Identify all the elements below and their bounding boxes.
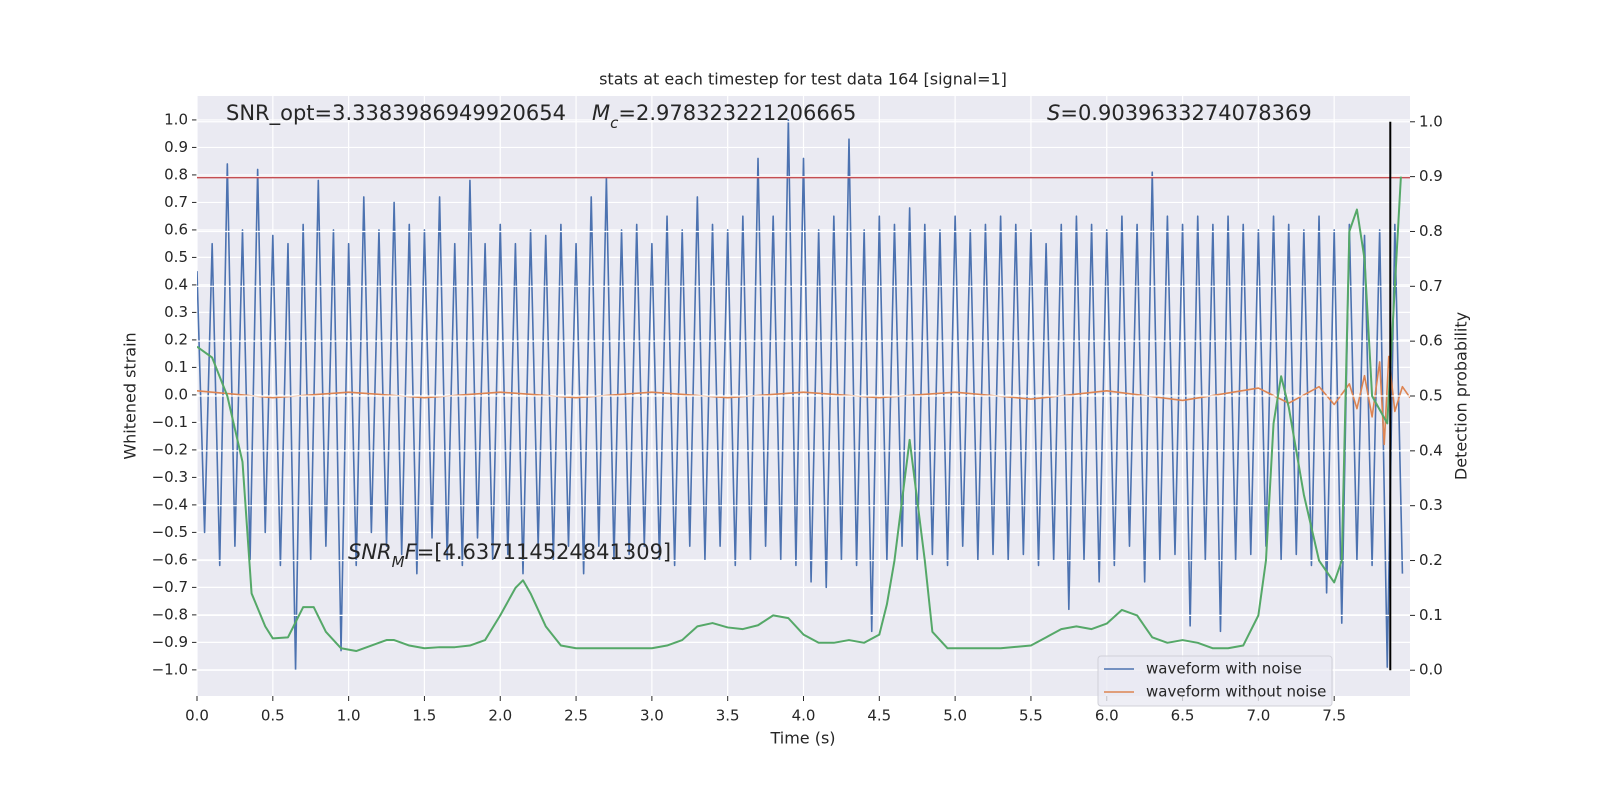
x-axis-label: Time (s) xyxy=(769,729,835,748)
annotation-part: M xyxy=(592,101,610,125)
y-tick-label: −1.0 xyxy=(152,660,188,678)
y2-tick-label: 0.6 xyxy=(1419,332,1443,350)
y2-tick-label: 0.9 xyxy=(1419,167,1443,185)
x-tick-label: 7.0 xyxy=(1246,707,1270,725)
y2-tick-label: 0.3 xyxy=(1419,496,1443,514)
y-tick-label: −0.7 xyxy=(152,578,188,596)
x-tick-label: 7.5 xyxy=(1322,707,1346,725)
y-tick-label: −0.8 xyxy=(152,605,188,623)
annotation-part: SNR_opt=3.3383986949920654 xyxy=(226,101,566,126)
y2-tick-label: 0.0 xyxy=(1419,661,1443,679)
x-tick-label: 4.5 xyxy=(867,707,891,725)
y-tick-label: 0.1 xyxy=(164,358,188,376)
annotation-part: M xyxy=(392,553,405,571)
x-tick-label: 0.0 xyxy=(185,707,209,725)
y-tick-label: 0.5 xyxy=(164,248,188,266)
y-tick-label: −0.3 xyxy=(152,468,188,486)
legend-label: waveform with noise xyxy=(1146,660,1302,678)
annotation: SNR_opt=3.3383986949920654 xyxy=(226,101,566,126)
y2-axis-label: Detection probability xyxy=(1452,312,1471,480)
x-tick-label: 5.0 xyxy=(943,707,967,725)
annotation-part: SNR xyxy=(348,540,392,564)
annotation-part: =2.978323221206665 xyxy=(618,101,856,125)
y2-tick-label: 1.0 xyxy=(1419,112,1443,130)
y-tick-label: 0.6 xyxy=(164,220,188,238)
series-line xyxy=(197,355,1410,446)
x-tick-label: 5.5 xyxy=(1019,707,1043,725)
y-tick-label: −0.1 xyxy=(152,413,188,431)
annotation-part: =0.9039633274078369 xyxy=(1060,101,1311,125)
y2-tick-label: 0.1 xyxy=(1419,606,1443,624)
annotation-part: c xyxy=(610,114,619,132)
x-tick-label: 6.5 xyxy=(1171,707,1195,725)
y2-tick-label: 0.5 xyxy=(1419,387,1443,405)
y-tick-label: 0.8 xyxy=(164,165,188,183)
x-tick-label: 3.0 xyxy=(640,707,664,725)
y-axis-label: Whitened strain xyxy=(121,332,140,459)
annotation: S=0.9039633274078369 xyxy=(1047,101,1312,125)
legend-box xyxy=(1097,655,1333,707)
x-tick-label: 2.5 xyxy=(564,707,588,725)
chart-title: stats at each timestep for test data 164… xyxy=(599,70,1007,89)
y2-tick-label: 0.2 xyxy=(1419,551,1443,569)
y-tick-label: 0.3 xyxy=(164,303,188,321)
series-line xyxy=(197,176,1402,653)
annotation-part: =[4.637114524841309] xyxy=(417,540,671,564)
y-tick-label: 0.4 xyxy=(164,275,188,293)
x-tick-label: 0.5 xyxy=(261,707,285,725)
y2-tick-label: 0.8 xyxy=(1419,222,1443,240)
x-tick-label: 4.0 xyxy=(792,707,816,725)
y-tick-label: 0.9 xyxy=(164,138,188,156)
annotation: SNRMF=[4.637114524841309] xyxy=(348,540,671,571)
annotation-part: S xyxy=(1047,101,1060,125)
x-tick-label: 2.0 xyxy=(488,707,512,725)
annotation: Mc=2.978323221206665 xyxy=(592,101,856,132)
y-tick-label: −0.9 xyxy=(152,633,188,651)
y2-tick-label: 0.4 xyxy=(1419,441,1443,459)
series-line xyxy=(197,119,1404,671)
x-tick-label: 3.5 xyxy=(716,707,740,725)
x-tick-label: 1.5 xyxy=(413,707,437,725)
y-tick-label: −0.6 xyxy=(152,550,188,568)
y2-tick-label: 0.7 xyxy=(1419,277,1443,295)
y-tick-label: 0.7 xyxy=(164,193,188,211)
x-tick-label: 6.0 xyxy=(1095,707,1119,725)
y-tick-label: 0.0 xyxy=(164,385,188,403)
y-tick-label: −0.5 xyxy=(152,523,188,541)
y-tick-label: −0.4 xyxy=(152,495,188,513)
y-tick-label: 1.0 xyxy=(164,110,188,128)
annotation-part: F xyxy=(405,540,418,564)
y-tick-label: 0.2 xyxy=(164,330,188,348)
legend-label: waveform without noise xyxy=(1146,683,1326,701)
x-tick-label: 1.0 xyxy=(337,707,361,725)
y-tick-label: −0.2 xyxy=(152,440,188,458)
